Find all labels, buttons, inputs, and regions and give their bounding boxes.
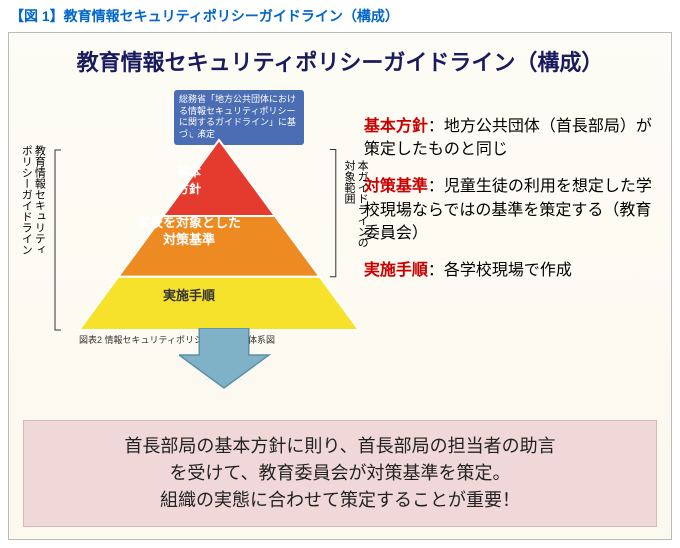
description-key: 対策基準	[364, 178, 428, 195]
main-frame: 教育情報セキュリティポリシーガイドライン（構成） 教育情報セキュリティポリシーガ…	[8, 32, 672, 540]
description-key: 基本方針	[364, 118, 428, 135]
tier1-label: 基本方針	[139, 163, 239, 197]
description-2: 実施手順：各学校現場で作成	[364, 259, 661, 282]
tier3-label: 実施手順	[89, 285, 289, 304]
slide-title: 教育情報セキュリティポリシーガイドライン（構成）	[19, 45, 661, 77]
content-row: 教育情報セキュリティポリシーガイドライン 総務省「地方公共団体における情報セキュ…	[19, 85, 661, 355]
tier2-label: 学校を対象とした対策基準	[109, 215, 269, 249]
right-bracket-label: 本ガイドラインの対象範囲	[342, 160, 368, 248]
description-0: 基本方針：地方公共団体（首長部局）が策定したものと同じ	[364, 115, 661, 161]
figure-label: 【図 1】教育情報セキュリティポリシーガイドライン（構成）	[0, 0, 680, 28]
left-bracket-label: 教育情報セキュリティポリシーガイドライン	[19, 145, 45, 255]
conclusion-box: 首長部局の基本方針に則り、首長部局の担当者の助言を受けて、教育委員会が対策基準を…	[23, 420, 657, 527]
description-key: 実施手順	[364, 262, 428, 279]
description-1: 対策基準：児童生徒の利用を想定した学校現場ならではの基準を策定する（教育委員会）	[364, 175, 661, 245]
description-text: ：各学校現場で作成	[428, 262, 572, 279]
pyramid-area: 教育情報セキュリティポリシーガイドライン 総務省「地方公共団体における情報セキュ…	[19, 85, 356, 355]
description-area: 基本方針：地方公共団体（首長部局）が策定したものと同じ対策基準：児童生徒の利用を…	[364, 85, 661, 355]
arrow-down-icon	[179, 328, 279, 398]
